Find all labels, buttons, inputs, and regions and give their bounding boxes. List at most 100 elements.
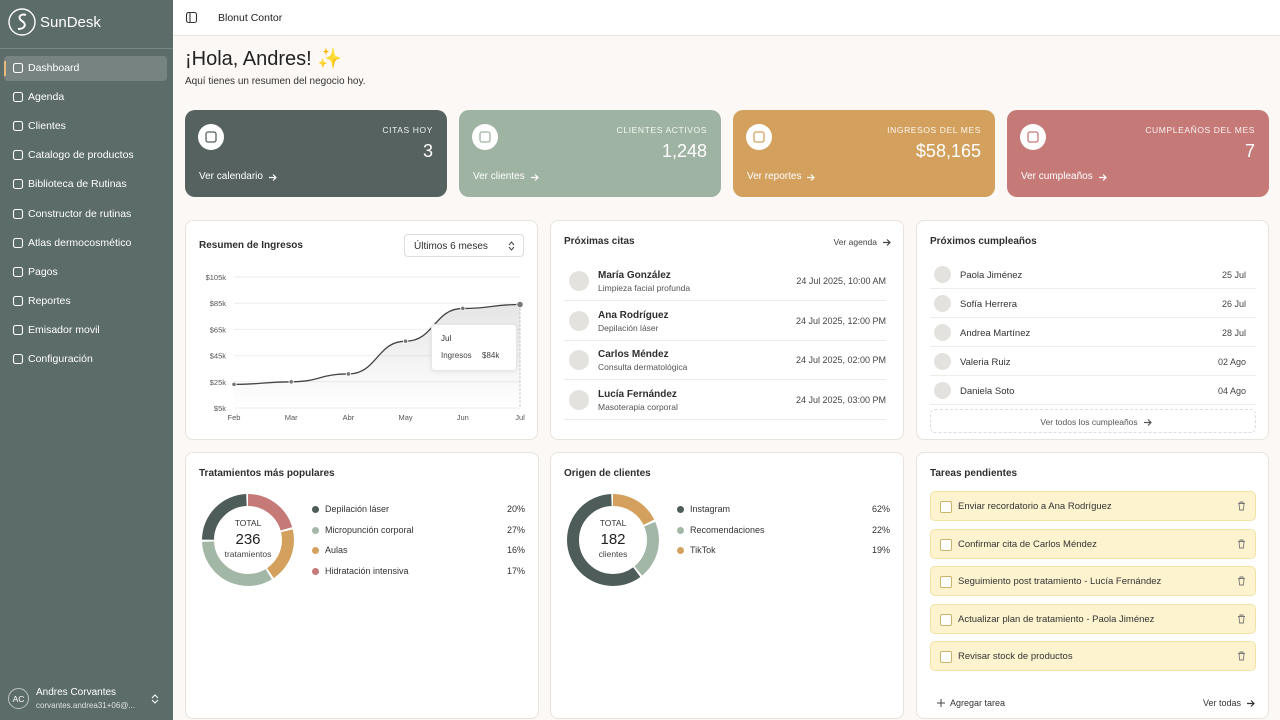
nav-icon-shape	[12, 92, 24, 103]
nav-item[interactable]: Atlas dermocosmético	[4, 231, 167, 256]
task-checkbox[interactable]	[940, 576, 952, 588]
x-tick-label: Feb	[228, 413, 241, 422]
appointment-row[interactable]: Ana Rodríguez Depilación láser 24 Jul 2025…	[564, 303, 886, 341]
nav-item[interactable]: Agenda	[4, 85, 167, 110]
task-item[interactable]: Seguimiento post tratamiento - Lucía Fer…	[930, 566, 1256, 596]
view-all-tasks[interactable]: Ver todas	[1202, 698, 1241, 708]
legend-item: TikTok 19%	[677, 544, 890, 558]
tooltip-title: Jul	[441, 334, 452, 343]
legend-value: 17%	[506, 565, 525, 576]
delete-icon	[1238, 501, 1245, 511]
birthday-date: 26 Jul	[1221, 299, 1246, 309]
nav-item[interactable]: Catalogo de productos	[4, 143, 167, 168]
nav-item[interactable]: Reportes	[4, 289, 167, 314]
nav-icon	[12, 353, 24, 365]
legend-value: 16%	[506, 545, 525, 555]
appointment-row[interactable]: Lucía Fernández Masoterapia corporal 24 Ju…	[564, 382, 886, 420]
task-item[interactable]: Revisar stock de productos	[930, 641, 1256, 671]
nav-label: Agenda	[28, 91, 65, 104]
birthday-date: 04 Ago	[1217, 386, 1246, 396]
panel-title: Próximas citas	[564, 236, 635, 247]
stat-icon	[746, 124, 772, 150]
nav-item[interactable]: Emisador movil	[4, 318, 167, 343]
legend-label: Recomendaciones	[690, 524, 765, 535]
add-icon	[937, 699, 945, 707]
avatar	[934, 295, 951, 312]
stat-value: 3	[422, 141, 433, 161]
range-select[interactable]: Últimos 6 meses	[404, 234, 524, 257]
birthday-name: Andrea Martínez	[960, 328, 1031, 339]
stat-link[interactable]: Ver cumpleaños	[1021, 171, 1093, 182]
legend-label: Instagram	[690, 504, 731, 514]
donut-segment	[202, 494, 294, 586]
task-checkbox[interactable]	[940, 613, 952, 626]
nav-label: Pagos	[28, 265, 58, 278]
nav-item[interactable]: Pagos	[4, 260, 167, 285]
birthday-name: Valeria Ruiz	[960, 357, 1011, 368]
logo-ring	[8, 8, 36, 36]
stat-link[interactable]: Ver clientes	[473, 171, 525, 182]
arrow-shape	[807, 174, 815, 181]
nav-icon	[12, 121, 24, 132]
birthday-row: Sofía Herrera 26 Jul	[930, 290, 1256, 318]
arrow-icon	[1144, 419, 1152, 426]
appointment-row[interactable]: Carlos Méndez Consulta dermatológica 24 Ju…	[564, 342, 886, 380]
stat-label: CUMPLEAÑOS DEL MES	[1145, 125, 1255, 135]
user-name: Andres Corvantes	[36, 687, 117, 698]
legend-label: Hidratación intensiva	[325, 565, 409, 576]
stat-icon-bg	[1020, 124, 1046, 150]
task-label: Enviar recordatorio a Ana Rodríguez	[958, 501, 1112, 512]
stat-card: CUMPLEAÑOS DEL MES 7 Ver cumpleaños	[1007, 110, 1269, 197]
revenue-point	[345, 371, 351, 377]
nav-item[interactable]: Dashboard	[4, 56, 167, 81]
nav-icon-shape	[12, 179, 24, 190]
stat-card: INGRESOS DEL MES $58,165 Ver reportes	[733, 110, 995, 197]
stat-icon	[198, 124, 224, 150]
y-tick-label: $5k	[214, 404, 226, 413]
sidebar: SunDesk Dashboard Agenda Clientes Catalogo d…	[0, 0, 173, 720]
legend-item: Recomendaciones 22%	[677, 524, 890, 538]
y-tick-label: $25k	[210, 378, 227, 387]
stat-value: 7	[1244, 141, 1255, 161]
stat-icon	[472, 124, 498, 150]
x-tick-label: May	[399, 413, 413, 422]
arrow-icon	[531, 174, 539, 181]
panel-title: Próximos cumpleaños	[930, 236, 1037, 247]
task-checkbox[interactable]	[940, 538, 952, 551]
arrow-shape	[1099, 174, 1107, 181]
stat-link[interactable]: Ver reportes	[747, 171, 802, 182]
task-checkbox[interactable]	[940, 501, 952, 513]
appointment-name: María González	[598, 270, 671, 281]
task-item[interactable]: Confirmar cita de Carlos Méndez	[930, 528, 1256, 559]
stat-card: CITAS HOY 3 Ver calendario	[185, 110, 447, 197]
task-label: Seguimiento post tratamiento - Lucía Fer…	[958, 576, 1162, 587]
stat-link[interactable]: Ver calendario	[199, 171, 263, 182]
task-item[interactable]: Enviar recordatorio a Ana Rodríguez	[930, 491, 1256, 521]
delete-icon	[1238, 539, 1245, 548]
appointment-row[interactable]: María González Limpieza facial profunda 24…	[564, 263, 886, 301]
task-label: Revisar stock de productos	[958, 651, 1073, 662]
view-all-button[interactable]: Ver todos los cumpleaños	[930, 409, 1256, 433]
task-item[interactable]: Actualizar plan de tratamiento - Paola J…	[930, 603, 1256, 634]
nav-item[interactable]: Constructor de rutinas	[4, 202, 167, 227]
birthday-row: Paola Jiménez 25 Jul	[930, 261, 1256, 289]
nav-label: Constructor de rutinas	[28, 207, 132, 220]
nav-icon	[12, 295, 24, 306]
legend-label: Depilación láser	[325, 504, 390, 514]
stat-icon	[1020, 124, 1046, 150]
x-tick-label: Jul	[515, 413, 525, 422]
appointment-service: Depilación láser	[598, 322, 659, 333]
nav-icon	[12, 324, 24, 335]
topbar: Blonut Contor	[173, 0, 1280, 36]
add-task[interactable]: Agregar tarea	[950, 698, 1006, 708]
task-checkbox[interactable]	[940, 651, 952, 663]
revenue-point	[231, 381, 237, 388]
nav-icon	[12, 208, 24, 219]
nav-item[interactable]: Clientes	[4, 114, 167, 139]
panel-link[interactable]: Ver agenda	[833, 237, 877, 247]
nav-item[interactable]: Configuración	[4, 347, 167, 372]
nav-item[interactable]: Biblioteca de Rutinas	[4, 172, 167, 197]
